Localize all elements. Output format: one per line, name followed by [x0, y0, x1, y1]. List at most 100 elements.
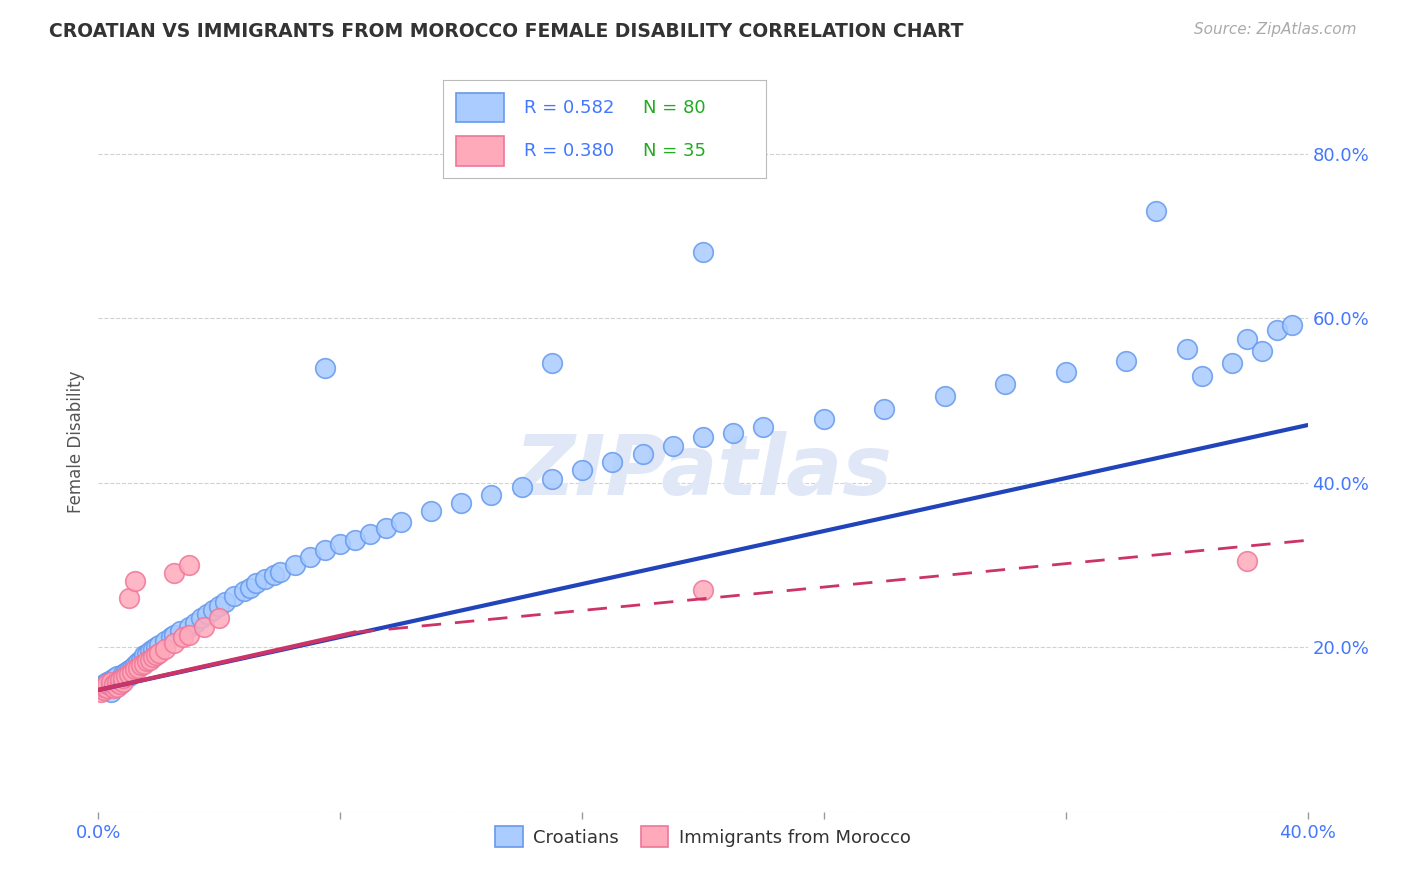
Point [299, 549, 322, 564]
Point [314, 543, 336, 558]
Point [631, 447, 654, 461]
Point [105, 680, 128, 694]
Point [124, 574, 146, 589]
Point [111, 674, 134, 689]
Point [329, 537, 352, 551]
Point [1115, 354, 1137, 368]
Point [420, 504, 443, 518]
Point [121, 661, 143, 675]
Point [135, 647, 157, 661]
Point [179, 628, 201, 642]
Point [145, 640, 167, 655]
Point [163, 636, 186, 650]
Point [96, 681, 118, 696]
Point [1220, 356, 1243, 370]
Point [344, 533, 367, 548]
Point [105, 674, 128, 689]
Point [314, 360, 336, 375]
Point [132, 648, 155, 663]
Point [96, 680, 118, 694]
Point [661, 439, 683, 453]
Point [105, 674, 128, 689]
Point [108, 677, 131, 691]
Point [132, 657, 155, 671]
Point [284, 558, 307, 572]
Point [127, 655, 149, 669]
Point [692, 430, 714, 444]
Point [208, 599, 231, 613]
Point [1236, 554, 1258, 568]
Text: R = 0.582: R = 0.582 [524, 99, 614, 117]
Point [208, 611, 231, 625]
Point [239, 581, 262, 595]
Point [96, 677, 118, 691]
Point [934, 389, 956, 403]
Point [1251, 344, 1274, 359]
Point [813, 411, 835, 425]
Point [103, 677, 125, 691]
Point [118, 663, 141, 677]
Point [90, 681, 112, 696]
Point [108, 677, 131, 691]
Point [450, 496, 472, 510]
Point [195, 607, 218, 622]
Point [269, 565, 291, 579]
Point [142, 641, 165, 656]
Point [190, 611, 212, 625]
Point [108, 673, 131, 687]
Point [118, 591, 141, 605]
Point [103, 677, 125, 691]
Legend: Croatians, Immigrants from Morocco: Croatians, Immigrants from Morocco [488, 819, 918, 855]
Point [540, 356, 562, 370]
Point [1236, 332, 1258, 346]
Point [121, 665, 143, 679]
Point [108, 673, 131, 687]
Point [723, 426, 745, 441]
Point [100, 674, 122, 689]
Text: ZIPatlas: ZIPatlas [515, 431, 891, 512]
Point [994, 376, 1017, 391]
Point [96, 674, 118, 689]
Point [118, 666, 141, 681]
Point [129, 652, 152, 666]
Point [124, 658, 146, 673]
Text: R = 0.380: R = 0.380 [524, 142, 614, 160]
Point [163, 628, 186, 642]
Point [139, 644, 162, 658]
Point [100, 679, 122, 693]
Point [481, 488, 503, 502]
FancyBboxPatch shape [456, 93, 505, 122]
Point [1267, 324, 1289, 338]
Point [111, 672, 134, 686]
Point [103, 672, 125, 686]
Point [105, 669, 128, 683]
Point [93, 680, 115, 694]
Point [1175, 343, 1198, 357]
Point [360, 526, 382, 541]
Point [184, 615, 207, 630]
Point [124, 662, 146, 676]
Point [232, 584, 254, 599]
Point [139, 652, 162, 666]
FancyBboxPatch shape [456, 136, 505, 166]
Point [253, 572, 276, 586]
Point [1281, 318, 1303, 332]
Point [752, 419, 775, 434]
Point [540, 471, 562, 485]
Text: Source: ZipAtlas.com: Source: ZipAtlas.com [1194, 22, 1357, 37]
Point [1191, 368, 1213, 383]
Point [103, 681, 125, 696]
Point [163, 566, 186, 581]
Point [179, 619, 201, 633]
Point [692, 582, 714, 597]
Point [245, 576, 267, 591]
Point [114, 665, 136, 679]
Point [111, 672, 134, 686]
Point [142, 650, 165, 665]
Point [135, 654, 157, 668]
Point [90, 685, 112, 699]
Point [100, 673, 122, 687]
Point [93, 683, 115, 698]
Point [214, 595, 236, 609]
Point [1144, 204, 1167, 219]
